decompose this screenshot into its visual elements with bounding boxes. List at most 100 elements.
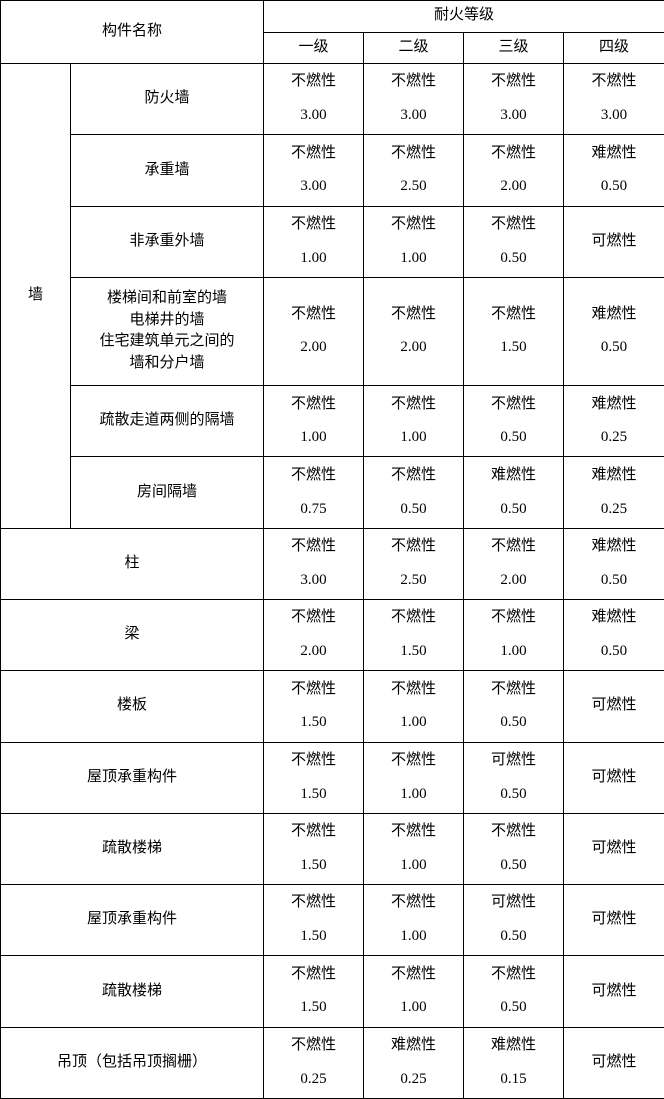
rating-cell: 不燃性 3.00 (263, 134, 365, 207)
combustibility-label: 不燃性 (591, 73, 637, 90)
rating-cell: 不燃性 0.75 (263, 456, 365, 529)
combustibility-label: 可燃性 (591, 768, 637, 785)
rating-cell: 可燃性 (563, 812, 664, 886)
combustibility-label: 不燃性 (391, 73, 437, 90)
combustibility-label: 不燃性 (391, 609, 437, 626)
rating-cell: 不燃性 1.00 (363, 955, 465, 1028)
rating-cell: 不燃性 0.50 (463, 812, 565, 886)
combustibility-label: 难燃性 (491, 466, 537, 483)
rating-cell: 不燃性 1.50 (263, 741, 365, 814)
fire-resistance-hours: 2.50 (400, 178, 427, 195)
combustibility-label: 不燃性 (291, 1037, 337, 1054)
combustibility-label: 不燃性 (291, 73, 337, 90)
rating-cell: 可燃性 (563, 955, 664, 1028)
combustibility-label: 可燃性 (591, 1053, 637, 1070)
combustibility-label: 难燃性 (391, 1037, 437, 1054)
rating-cell: 不燃性 2.00 (363, 276, 465, 387)
table-row: 楼板 不燃性 1.50 不燃性 1.00 不燃性 0.50 可燃性 (0, 670, 664, 743)
rating-cell: 不燃性 1.00 (363, 385, 465, 458)
rating-cell: 不燃性 0.50 (463, 385, 565, 458)
combustibility-label: 不燃性 (491, 823, 537, 840)
rating-cell: 不燃性 2.00 (263, 276, 365, 387)
rating-cell: 不燃性 2.50 (363, 527, 465, 600)
fire-resistance-hours: 2.00 (300, 339, 327, 356)
fire-resistance-hours: 0.50 (500, 429, 527, 446)
combustibility-label: 不燃性 (291, 144, 337, 161)
fire-resistance-hours: 3.00 (300, 107, 327, 124)
table-row: 承重墙 不燃性 3.00 不燃性 2.50 不燃性 2.00 难燃性 0.50 (1, 134, 664, 207)
rating-cell: 难燃性 0.25 (563, 456, 664, 529)
component-name-line: 楼梯间和前室的墙 (107, 289, 228, 306)
rating-cell: 不燃性 0.25 (263, 1026, 365, 1099)
rating-cell: 可燃性 (563, 884, 664, 957)
fire-resistance-hours: 2.00 (500, 178, 527, 195)
combustibility-label: 不燃性 (291, 215, 337, 232)
fire-resistance-hours: 1.00 (400, 856, 427, 873)
combustibility-label: 难燃性 (591, 466, 637, 483)
component-name-cell: 楼梯间和前室的墙 电梯井的墙 住宅建筑单元之间的 墙和分户墙 (69, 276, 265, 387)
rating-cell: 不燃性 1.50 (363, 598, 465, 672)
fire-resistance-hours: 1.00 (300, 249, 327, 266)
rating-cell: 不燃性 0.50 (363, 456, 465, 529)
combustibility-label: 不燃性 (391, 144, 437, 161)
combustibility-label: 不燃性 (391, 466, 437, 483)
header-fire-rating-group: 耐火等级 (263, 0, 664, 33)
table-row: 屋顶承重构件 不燃性 1.50 不燃性 1.00 可燃性 0.50 可燃性 (0, 741, 664, 814)
header-grade-3: 三级 (463, 31, 565, 64)
combustibility-label: 不燃性 (291, 466, 337, 483)
combustibility-label: 不燃性 (391, 395, 437, 412)
combustibility-label: 难燃性 (591, 609, 637, 626)
table-row: 房间隔墙 不燃性 0.75 不燃性 0.50 难燃性 0.50 难燃性 0.25 (1, 456, 664, 529)
fire-resistance-hours: 2.00 (500, 571, 527, 588)
fire-resistance-hours: 1.00 (400, 928, 427, 945)
fire-resistance-hours: 0.50 (500, 928, 527, 945)
fire-resistance-hours: 2.00 (400, 339, 427, 356)
fire-resistance-hours: 1.00 (400, 714, 427, 731)
rating-cell: 难燃性 0.50 (563, 527, 664, 600)
header-grade-4: 四级 (563, 31, 664, 64)
rating-cell: 不燃性 1.00 (363, 205, 465, 278)
fire-resistance-hours: 1.50 (300, 856, 327, 873)
component-name-cell: 房间隔墙 (69, 456, 265, 529)
component-name-cell: 承重墙 (69, 134, 265, 207)
rating-cell: 不燃性 1.00 (263, 205, 365, 278)
fire-resistance-hours: 1.00 (400, 249, 427, 266)
rating-cell: 可燃性 (563, 670, 664, 743)
rating-cell: 难燃性 0.50 (463, 456, 565, 529)
table-row: 疏散楼梯 不燃性 1.50 不燃性 1.00 不燃性 0.50 可燃性 (0, 955, 664, 1028)
rating-cell: 不燃性 0.50 (463, 670, 565, 743)
fire-resistance-hours: 1.50 (300, 928, 327, 945)
rating-cell: 不燃性 1.50 (463, 276, 565, 387)
combustibility-label: 不燃性 (291, 751, 337, 768)
fire-resistance-hours: 3.00 (400, 107, 427, 124)
combustibility-label: 不燃性 (491, 305, 537, 322)
combustibility-label: 可燃性 (491, 751, 537, 768)
combustibility-label: 不燃性 (291, 680, 337, 697)
combustibility-label: 不燃性 (391, 538, 437, 555)
rating-cell: 可燃性 (563, 1026, 664, 1099)
header-grade-2: 二级 (363, 31, 465, 64)
fire-resistance-hours: 3.00 (500, 107, 527, 124)
fire-resistance-hours: 1.00 (500, 643, 527, 660)
combustibility-label: 不燃性 (391, 894, 437, 911)
combustibility-label: 不燃性 (391, 680, 437, 697)
fire-resistance-hours: 0.50 (400, 500, 427, 517)
fire-resistance-hours: 0.50 (500, 856, 527, 873)
component-name-cell: 疏散楼梯 (0, 812, 265, 886)
fire-resistance-hours: 0.50 (600, 178, 628, 195)
rating-cell: 不燃性 1.00 (463, 598, 565, 672)
component-name-cell: 屋顶承重构件 (0, 741, 265, 814)
rating-cell: 不燃性 1.50 (263, 955, 365, 1028)
component-name-line: 电梯井的墙 (129, 311, 205, 328)
combustibility-label: 不燃性 (491, 538, 537, 555)
rating-cell: 不燃性 1.50 (263, 812, 365, 886)
component-name-cell: 屋顶承重构件 (0, 884, 265, 957)
table-row: 柱 不燃性 3.00 不燃性 2.50 不燃性 2.00 难燃性 0.50 (0, 527, 664, 600)
component-name-cell: 柱 (0, 527, 265, 600)
component-name-cell: 楼板 (0, 670, 265, 743)
rating-cell: 不燃性 1.50 (263, 670, 365, 743)
component-name-cell: 防火墙 (69, 62, 265, 136)
fire-resistance-hours: 0.50 (500, 785, 527, 802)
component-name-line: 住宅建筑单元之间的 (99, 333, 235, 350)
